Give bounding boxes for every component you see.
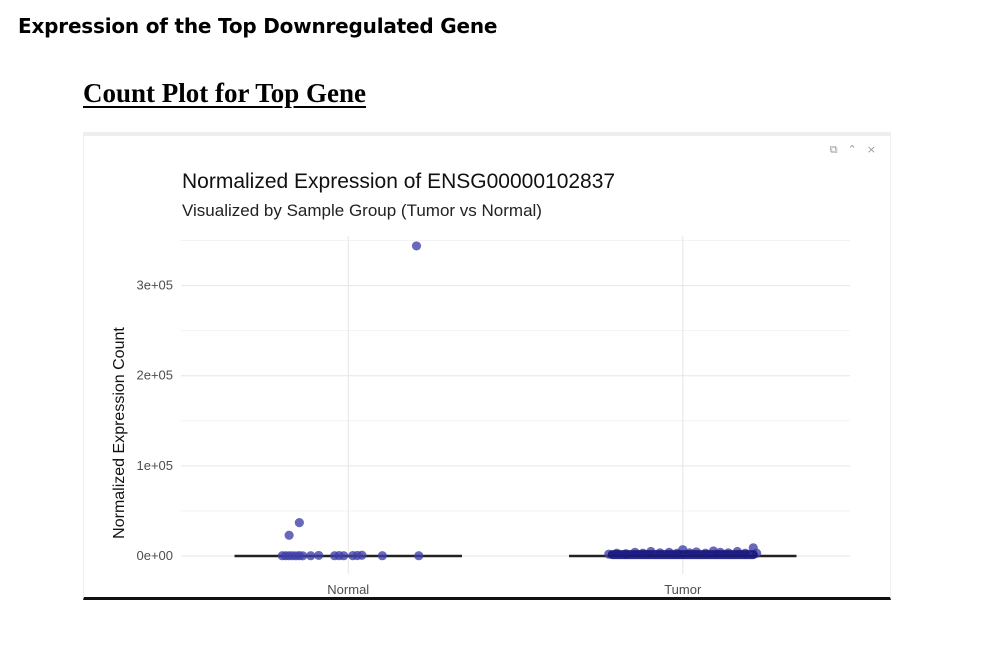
plot-heading: Count Plot for Top Gene [83, 78, 367, 108]
data-point-normal [414, 551, 424, 561]
close-icon[interactable]: × [866, 143, 876, 156]
collapse-icon[interactable]: ⌃ [847, 143, 857, 156]
expression-chart: Normalized Expression of ENSG00000102837… [111, 170, 850, 597]
chart-title: Normalized Expression of ENSG00000102837 [182, 170, 615, 193]
chart-subtitle: Visualized by Sample Group (Tumor vs Nor… [182, 201, 542, 220]
y-axis-label: Normalized Expression Count [111, 327, 128, 539]
section-heading: Expression of the Top Downregulated Gene [18, 14, 498, 38]
point-layer [277, 241, 762, 561]
x-tick-label: Tumor [664, 582, 702, 597]
data-point-cluster-tumor [607, 550, 758, 560]
data-point-normal [339, 551, 349, 561]
data-point-normal [314, 550, 324, 561]
y-tick-label: 0e+00 [136, 548, 173, 563]
chunk-toolbar: ⧉ ⌃ × [830, 144, 876, 156]
data-point-normal [411, 241, 422, 251]
data-point-normal [284, 530, 294, 540]
y-tick-label: 2e+05 [136, 368, 173, 383]
y-tick-label: 3e+05 [136, 278, 173, 293]
copy-icon[interactable]: ⧉ [829, 143, 838, 156]
data-point-normal [357, 550, 367, 560]
y-tick-label: 1e+05 [136, 458, 173, 473]
data-point-normal [294, 518, 304, 528]
plot-output-frame: ⧉ ⌃ × Normalized Expression of ENSG00000… [83, 132, 891, 600]
axis-layer: 0e+00 1e+05 2e+05 3e+05 Normal Tumor [136, 278, 701, 597]
data-point-normal [306, 551, 316, 561]
x-tick-label: Normal [327, 582, 369, 597]
data-point-normal [377, 551, 387, 561]
data-point-normal [298, 551, 308, 561]
grid-layer [181, 236, 850, 574]
